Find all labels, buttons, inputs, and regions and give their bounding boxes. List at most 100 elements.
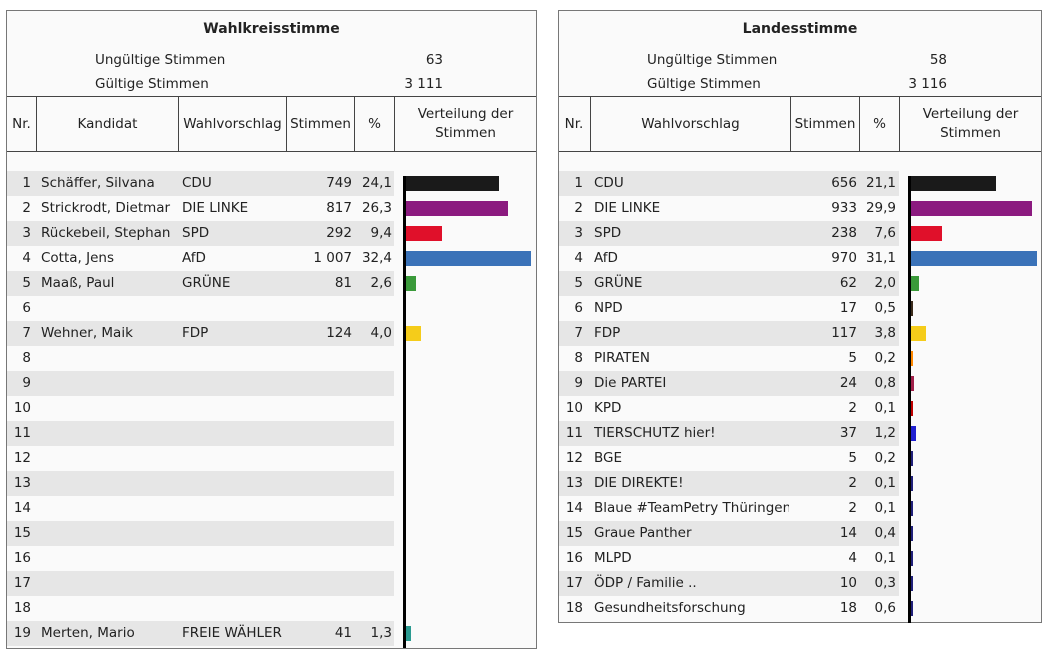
table-row: 12 BGE 5 0,2 — [559, 446, 1041, 471]
invalid-votes-value: 63 — [425, 52, 443, 68]
cell-votes: 2 — [848, 475, 857, 491]
panel-title: Landesstimme — [742, 21, 858, 37]
cell-nr: 13 — [13, 475, 31, 491]
cell-pct — [354, 496, 392, 521]
cell-party: GRÜNE — [182, 275, 231, 291]
row-stripe — [7, 171, 394, 196]
table-row: 3 Rückebeil, Stephan SPD 292 9,4 — [7, 221, 536, 246]
cell-party: Die PARTEI — [594, 375, 667, 391]
cell-pct: 1,3 — [370, 625, 392, 641]
cell-nr: 8 — [22, 350, 31, 366]
cell-party: Blaue #TeamPetry Thüringen — [594, 500, 789, 516]
row-stripe — [7, 521, 394, 546]
row-stripe — [7, 421, 394, 446]
valid-votes-value: 3 111 — [404, 76, 443, 92]
table-row: 6 NPD 17 0,5 — [559, 296, 1041, 321]
vote-bar — [911, 201, 1033, 216]
cell-votes — [286, 571, 352, 596]
cell-votes: 17 — [839, 300, 857, 316]
table-row: 15 Graue Panther 14 0,4 — [559, 521, 1041, 546]
cell-party: FREIE WÄHLER — [182, 625, 282, 641]
cell-party: PIRATEN — [594, 350, 651, 366]
cell-nr: 2 — [574, 200, 583, 216]
row-stripe — [559, 371, 899, 396]
header-votes: Stimmen — [790, 97, 859, 151]
row-stripe — [559, 521, 899, 546]
cell-pct: 9,4 — [370, 225, 392, 241]
cell-votes — [286, 496, 352, 521]
cell-party: Gesundheitsforschung — [594, 600, 746, 616]
cell-party — [182, 496, 285, 521]
cell-nr: 3 — [574, 225, 583, 241]
vote-bar — [406, 326, 422, 341]
table-row: 1 CDU 656 21,1 — [559, 171, 1041, 196]
header-distribution: Verteilung der Stimmen — [394, 97, 536, 151]
cell-pct: 2,0 — [874, 275, 896, 291]
vote-bar — [911, 476, 913, 491]
table-row: 13 DIE DIREKTE! 2 0,1 — [559, 471, 1041, 496]
cell-nr: 15 — [13, 525, 31, 541]
vote-bar — [911, 576, 913, 591]
header-pct: % — [354, 97, 394, 151]
cell-pct: 0,1 — [874, 550, 896, 566]
table-row: 6 — [7, 296, 536, 321]
cell-candidate: Cotta, Jens — [41, 250, 115, 266]
cell-pct — [354, 371, 392, 396]
row-stripe — [559, 571, 899, 596]
invalid-votes-value: 58 — [929, 52, 947, 68]
cell-candidate: Merten, Mario — [41, 625, 135, 641]
cell-party — [182, 396, 285, 421]
cell-votes — [286, 421, 352, 446]
cell-candidate — [41, 521, 181, 546]
cell-votes: 2 — [848, 400, 857, 416]
cell-nr: 11 — [13, 425, 31, 441]
table-row: 5 Maaß, Paul GRÜNE 81 2,6 — [7, 271, 536, 296]
cell-party: CDU — [182, 175, 212, 191]
cell-party: ÖDP / Familie .. — [594, 575, 697, 591]
table-header: Nr. Kandidat Wahlvorschlag Stimmen % Ver… — [7, 96, 536, 152]
cell-nr: 8 — [574, 350, 583, 366]
header-nr: Nr. — [12, 115, 31, 132]
cell-candidate: Maaß, Paul — [41, 275, 115, 291]
row-stripe — [559, 271, 899, 296]
vote-bar — [911, 351, 913, 366]
cell-party: SPD — [182, 225, 210, 241]
table-row: 7 FDP 117 3,8 — [559, 321, 1041, 346]
cell-nr: 14 — [13, 500, 31, 516]
table-row: 13 — [7, 471, 536, 496]
cell-candidate: Wehner, Maik — [41, 325, 133, 341]
chart-axis — [403, 176, 406, 648]
cell-party — [182, 296, 285, 321]
cell-nr: 11 — [565, 425, 583, 441]
cell-nr: 3 — [22, 225, 31, 241]
cell-votes — [286, 446, 352, 471]
cell-votes: 933 — [831, 200, 857, 216]
table-row: 18 — [7, 596, 536, 621]
table-row: 16 MLPD 4 0,1 — [559, 546, 1041, 571]
cell-pct: 0,2 — [874, 450, 896, 466]
cell-party: TIERSCHUTZ hier! — [594, 425, 716, 441]
cell-pct — [354, 346, 392, 371]
cell-pct: 29,9 — [865, 200, 896, 216]
landesstimme-panel: Landesstimme Ungültige Stimmen 58 Gültig… — [558, 10, 1042, 623]
chart-axis — [908, 176, 911, 623]
cell-nr: 16 — [13, 550, 31, 566]
vote-bar — [406, 226, 443, 241]
table-row: 14 Blaue #TeamPetry Thüringen 2 0,1 — [559, 496, 1041, 521]
cell-votes — [286, 471, 352, 496]
cell-nr: 4 — [574, 250, 583, 266]
cell-party — [182, 346, 285, 371]
cell-pct: 24,1 — [361, 175, 392, 191]
header-candidate: Kandidat — [36, 97, 178, 151]
header-distribution: Verteilung der Stimmen — [899, 97, 1041, 151]
cell-pct — [354, 446, 392, 471]
vote-bar — [911, 376, 915, 391]
table-row: 1 Schäffer, Silvana CDU 749 24,1 — [7, 171, 536, 196]
cell-nr: 6 — [574, 300, 583, 316]
cell-votes: 5 — [848, 350, 857, 366]
cell-party: DIE LINKE — [182, 200, 249, 216]
cell-votes — [286, 371, 352, 396]
cell-candidate: Schäffer, Silvana — [41, 175, 155, 191]
cell-pct: 7,6 — [874, 225, 896, 241]
cell-pct — [354, 421, 392, 446]
